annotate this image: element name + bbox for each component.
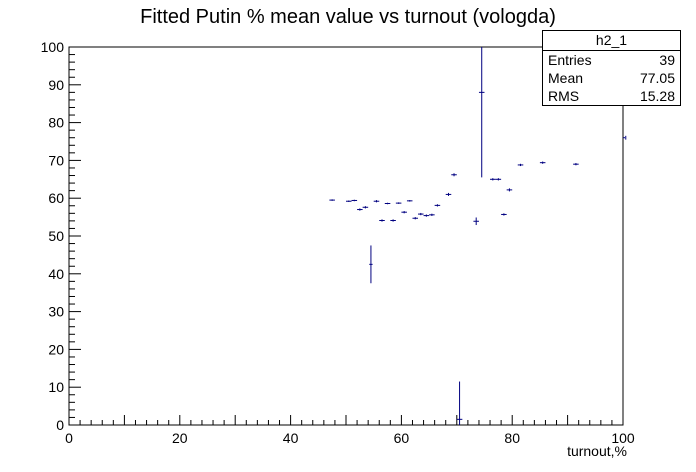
data-point bbox=[573, 163, 579, 166]
data-point bbox=[395, 202, 402, 204]
y-tick-label: 90 bbox=[48, 77, 64, 93]
y-tick-label: 20 bbox=[48, 341, 64, 357]
data-point bbox=[384, 202, 391, 205]
data-point bbox=[473, 217, 479, 226]
stats-mean-label: Mean bbox=[548, 70, 584, 86]
x-tick-label: 40 bbox=[283, 430, 299, 446]
data-point bbox=[429, 213, 435, 216]
data-points bbox=[329, 47, 627, 425]
y-tick-label: 70 bbox=[48, 152, 64, 168]
data-point bbox=[401, 211, 407, 214]
stats-row-mean: Mean 77.05 bbox=[543, 69, 680, 87]
data-point bbox=[445, 192, 452, 196]
data-point bbox=[451, 173, 457, 177]
data-point bbox=[434, 204, 441, 207]
stats-entries-value: 39 bbox=[659, 52, 675, 68]
data-point bbox=[362, 206, 369, 209]
y-tick-label: 30 bbox=[48, 304, 64, 320]
stats-row-rms: RMS 15.28 bbox=[543, 87, 680, 105]
stats-histogram-name: h2_1 bbox=[543, 31, 680, 51]
chart-title: Fitted Putin % mean value vs turnout (vo… bbox=[140, 6, 556, 28]
x-axis-label: turnout,% bbox=[567, 443, 627, 459]
data-point bbox=[373, 200, 380, 203]
plot-frame bbox=[68, 46, 624, 426]
y-tick-label: 60 bbox=[48, 190, 64, 206]
x-tick-label: 60 bbox=[394, 430, 410, 446]
data-point bbox=[506, 188, 513, 192]
data-point bbox=[456, 381, 463, 425]
data-point bbox=[478, 47, 485, 178]
x-tick-label: 80 bbox=[504, 430, 520, 446]
axes: 0 20 40 60 80 100 0 10 20 30 40 50 60 70 80 90 100 bbox=[41, 39, 635, 446]
y-tick-label: 10 bbox=[48, 379, 64, 395]
y-tick-label: 80 bbox=[48, 115, 64, 131]
data-point bbox=[390, 219, 396, 222]
y-tick-label: 0 bbox=[56, 417, 64, 433]
data-point bbox=[517, 163, 524, 167]
stats-row-entries: Entries 39 bbox=[543, 51, 680, 69]
data-point bbox=[346, 200, 352, 202]
stats-rms-label: RMS bbox=[548, 88, 580, 104]
y-tick-label: 50 bbox=[48, 228, 64, 244]
data-point bbox=[495, 178, 502, 181]
data-point bbox=[623, 135, 627, 140]
stats-mean-value: 77.05 bbox=[639, 70, 675, 86]
data-point bbox=[369, 245, 373, 284]
stats-box: h2_1 Entries 39 Mean 77.05 RMS 15.28 bbox=[542, 30, 681, 106]
stats-entries-label: Entries bbox=[548, 52, 592, 68]
data-point bbox=[379, 219, 385, 222]
data-point bbox=[490, 178, 496, 181]
data-point bbox=[418, 212, 424, 216]
data-point bbox=[357, 208, 363, 211]
data-point bbox=[501, 213, 507, 216]
y-tick-label: 40 bbox=[48, 266, 64, 282]
stats-rms-value: 15.28 bbox=[639, 88, 675, 104]
x-tick-label: 100 bbox=[611, 430, 635, 446]
x-tick-label: 20 bbox=[172, 430, 188, 446]
data-point bbox=[406, 200, 413, 202]
data-point bbox=[412, 217, 419, 220]
data-point bbox=[351, 199, 358, 202]
x-tick-label: 0 bbox=[65, 430, 73, 446]
data-point bbox=[423, 214, 430, 217]
y-tick-label: 100 bbox=[41, 39, 65, 55]
data-point bbox=[329, 199, 335, 201]
data-point bbox=[539, 161, 546, 164]
